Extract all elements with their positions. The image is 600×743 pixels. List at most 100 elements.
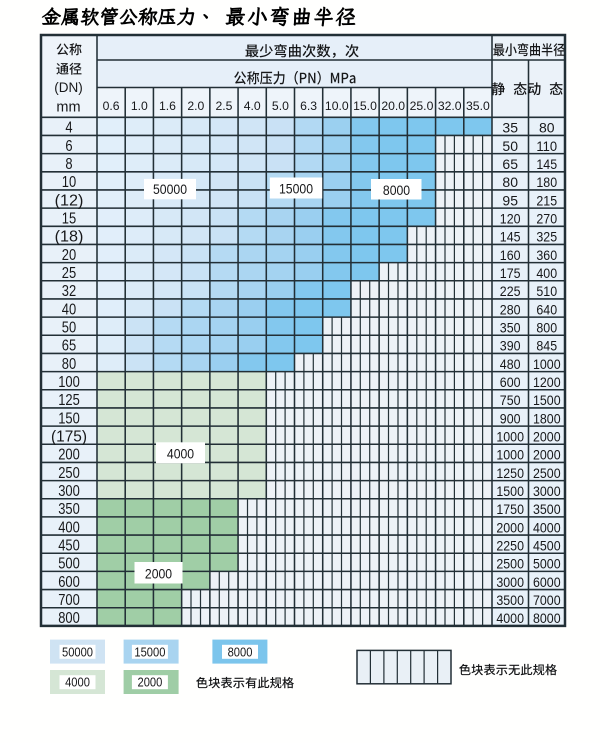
svg-text:480: 480 xyxy=(500,356,521,372)
svg-text:(DN): (DN) xyxy=(54,80,83,95)
svg-text:1200: 1200 xyxy=(533,374,561,390)
svg-text:80: 80 xyxy=(539,120,555,136)
svg-text:270: 270 xyxy=(536,211,557,227)
svg-text:2000: 2000 xyxy=(496,519,524,535)
svg-text:(18): (18) xyxy=(55,229,84,246)
svg-text:800: 800 xyxy=(536,320,557,336)
svg-text:7000: 7000 xyxy=(533,592,561,608)
svg-text:35: 35 xyxy=(502,120,518,136)
svg-text:1800: 1800 xyxy=(533,410,561,426)
svg-text:(175): (175) xyxy=(51,429,87,446)
svg-text:10.0: 10.0 xyxy=(325,99,349,113)
svg-text:mm: mm xyxy=(56,99,80,115)
svg-text:350: 350 xyxy=(500,320,521,336)
svg-text:200: 200 xyxy=(58,447,80,464)
svg-text:25.0: 25.0 xyxy=(410,99,434,113)
svg-text:750: 750 xyxy=(500,392,521,408)
svg-text:160: 160 xyxy=(500,247,521,263)
svg-text:3000: 3000 xyxy=(533,483,561,499)
svg-text:40: 40 xyxy=(62,301,77,318)
svg-text:510: 510 xyxy=(536,283,557,299)
svg-text:640: 640 xyxy=(536,301,557,317)
svg-text:300: 300 xyxy=(58,483,80,500)
svg-text:8: 8 xyxy=(65,156,72,173)
svg-text:110: 110 xyxy=(536,138,557,154)
svg-text:175: 175 xyxy=(500,265,521,281)
svg-text:1.0: 1.0 xyxy=(131,99,148,113)
svg-text:35.0: 35.0 xyxy=(466,99,490,113)
svg-text:1750: 1750 xyxy=(496,501,524,517)
svg-text:6.3: 6.3 xyxy=(300,99,317,113)
svg-text:(12): (12) xyxy=(55,192,84,209)
svg-text:145: 145 xyxy=(536,156,557,172)
svg-text:2500: 2500 xyxy=(533,465,561,481)
svg-text:360: 360 xyxy=(536,247,557,263)
svg-text:100: 100 xyxy=(58,374,80,391)
svg-text:2000: 2000 xyxy=(138,675,163,690)
svg-text:50000: 50000 xyxy=(153,181,187,197)
svg-text:350: 350 xyxy=(58,501,80,518)
svg-text:4.0: 4.0 xyxy=(244,99,261,113)
svg-text:390: 390 xyxy=(500,338,521,354)
svg-text:150: 150 xyxy=(58,410,80,427)
svg-text:2000: 2000 xyxy=(145,566,172,582)
svg-text:145: 145 xyxy=(500,229,521,245)
svg-text:0.6: 0.6 xyxy=(103,99,120,113)
svg-text:325: 325 xyxy=(536,229,557,245)
svg-text:3000: 3000 xyxy=(496,574,524,590)
svg-text:2500: 2500 xyxy=(496,556,524,572)
svg-text:20: 20 xyxy=(62,247,77,264)
svg-text:80: 80 xyxy=(502,174,518,190)
svg-text:4000: 4000 xyxy=(65,675,90,690)
svg-text:8000: 8000 xyxy=(228,644,253,659)
svg-text:125: 125 xyxy=(58,392,80,409)
svg-text:6: 6 xyxy=(65,138,72,155)
svg-text:250: 250 xyxy=(58,465,80,482)
svg-text:50: 50 xyxy=(502,138,518,154)
svg-text:10: 10 xyxy=(62,174,77,191)
svg-text:15.0: 15.0 xyxy=(353,99,377,113)
svg-text:700: 700 xyxy=(58,592,80,609)
svg-text:4500: 4500 xyxy=(533,538,561,554)
svg-text:2000: 2000 xyxy=(533,447,561,463)
svg-text:65: 65 xyxy=(62,338,76,355)
svg-text:4000: 4000 xyxy=(533,519,561,535)
svg-text:400: 400 xyxy=(536,265,557,281)
svg-text:1000: 1000 xyxy=(533,356,561,372)
svg-text:2000: 2000 xyxy=(533,429,561,445)
svg-text:1000: 1000 xyxy=(496,429,524,445)
svg-text:180: 180 xyxy=(536,174,557,190)
svg-text:5.0: 5.0 xyxy=(272,99,289,113)
svg-text:32.0: 32.0 xyxy=(438,99,462,113)
svg-text:80: 80 xyxy=(62,356,77,373)
svg-text:225: 225 xyxy=(500,283,521,299)
svg-text:215: 215 xyxy=(536,192,557,208)
svg-text:1500: 1500 xyxy=(496,483,524,499)
svg-text:25: 25 xyxy=(62,265,76,282)
svg-text:4000: 4000 xyxy=(167,446,194,462)
svg-text:95: 95 xyxy=(502,192,518,208)
svg-text:1.6: 1.6 xyxy=(159,99,176,113)
svg-text:6000: 6000 xyxy=(533,574,561,590)
svg-text:2250: 2250 xyxy=(496,538,524,554)
svg-text:1000: 1000 xyxy=(496,447,524,463)
svg-text:500: 500 xyxy=(58,556,80,573)
svg-text:32: 32 xyxy=(62,283,76,300)
svg-text:1250: 1250 xyxy=(496,465,524,481)
svg-text:400: 400 xyxy=(58,519,80,536)
svg-text:15000: 15000 xyxy=(134,644,165,659)
svg-text:4: 4 xyxy=(65,120,73,137)
svg-text:280: 280 xyxy=(500,301,521,317)
svg-text:3500: 3500 xyxy=(533,501,561,517)
svg-text:5000: 5000 xyxy=(533,556,561,572)
svg-text:3500: 3500 xyxy=(496,592,524,608)
svg-text:600: 600 xyxy=(58,574,80,591)
svg-text:15: 15 xyxy=(62,211,76,228)
svg-text:600: 600 xyxy=(500,374,521,390)
svg-text:2.0: 2.0 xyxy=(187,99,204,113)
svg-text:845: 845 xyxy=(536,338,557,354)
svg-text:4000: 4000 xyxy=(496,610,524,626)
svg-text:50: 50 xyxy=(62,320,77,337)
svg-text:800: 800 xyxy=(58,610,80,627)
svg-text:450: 450 xyxy=(58,538,80,555)
